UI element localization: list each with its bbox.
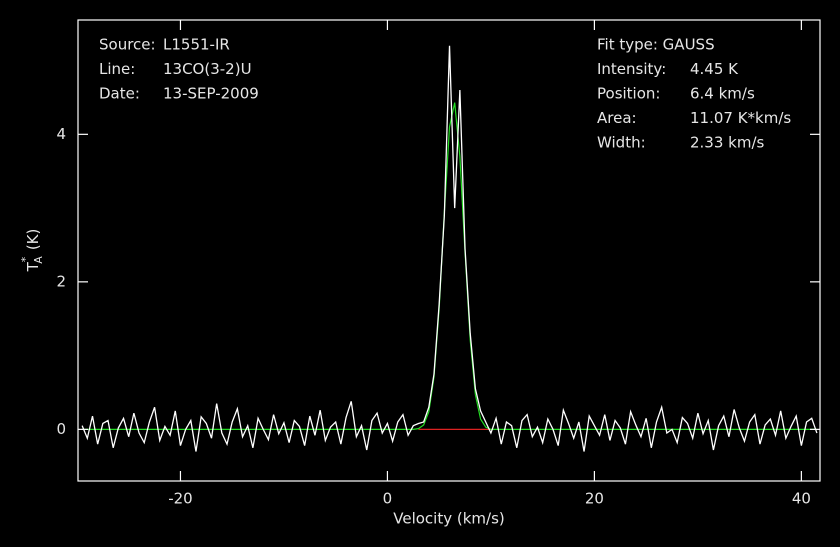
- y-label-unit: (K): [24, 229, 42, 251]
- annotation-value: 4.45 K: [690, 60, 739, 78]
- x-tick-label: 20: [585, 490, 604, 508]
- plot-area: [81, 45, 818, 452]
- annotation-key: Date:: [99, 85, 140, 103]
- y-axis-label: T*A (K): [19, 229, 45, 273]
- y-tick-label: 4: [56, 125, 66, 143]
- x-axis-label: Velocity (km/s): [393, 510, 504, 528]
- frame: [77, 19, 821, 482]
- annotation-key: Intensity:: [597, 60, 666, 78]
- annotation-key: Position:: [597, 85, 660, 103]
- series-line: [81, 45, 818, 452]
- annotation-key: Width:: [597, 134, 646, 152]
- x-tick-label: -20: [168, 490, 193, 508]
- annotation-key: Fit type: GAUSS: [597, 36, 715, 54]
- annotation-key: Area:: [597, 109, 637, 127]
- y-label-sub: A: [32, 256, 45, 264]
- y-label-sup: *: [19, 256, 32, 262]
- annotation-value: 13CO(3-2)U: [163, 60, 252, 78]
- x-tick-label: 40: [792, 490, 811, 508]
- x-tick-label: 0: [383, 490, 393, 508]
- y-tick-label: 0: [56, 420, 66, 438]
- y-tick-label: 2: [56, 272, 66, 290]
- y-label-base: T: [24, 261, 42, 272]
- annotation-value: 13-SEP-2009: [163, 85, 259, 103]
- annotation-value: L1551-IR: [163, 36, 230, 54]
- annotation-key: Line:: [99, 60, 135, 78]
- annotation-key: Source:: [99, 36, 156, 54]
- annotation-value: 6.4 km/s: [690, 85, 755, 103]
- annotation-value: 2.33 km/s: [690, 134, 765, 152]
- annotation-value: 11.07 K*km/s: [690, 109, 791, 127]
